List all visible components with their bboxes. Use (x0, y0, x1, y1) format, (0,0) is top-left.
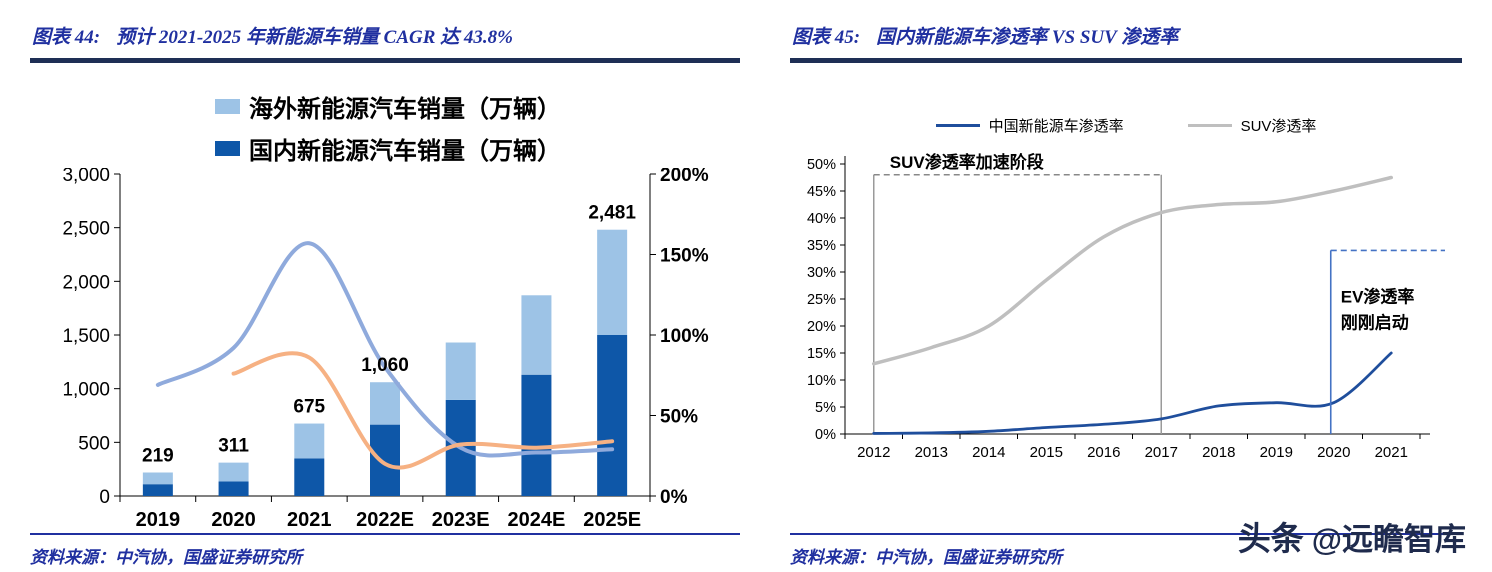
svg-text:2014: 2014 (972, 444, 1005, 461)
svg-text:2018: 2018 (1202, 444, 1235, 461)
title-underline-bar (790, 58, 1462, 63)
figure-44-number: 图表 44: (32, 27, 101, 48)
legend-item-nev-penetration: 中国新能源车渗透率 (935, 115, 1124, 136)
svg-text:2,000: 2,000 (62, 272, 110, 293)
sales-chart-legend: 海外新能源汽车销量（万辆） 国内新能源汽车销量（万辆） (215, 89, 740, 166)
legend-item-suv-penetration: SUV渗透率 (1187, 115, 1317, 136)
nev-line-swatch (935, 124, 980, 127)
penetration-chart: 0% 5% 10% 15% 20% 25% 30% 35% 40% 45% 50% 2012 2013 2… (807, 152, 1445, 461)
svg-text:35%: 35% (807, 238, 836, 254)
svg-text:2016: 2016 (1087, 444, 1120, 461)
watermark: 头条 @远瞻智库 (1238, 512, 1466, 560)
figure-45-panel: 图表 45: 国内新能源车渗透率 VS SUV 渗透率 中国新能源车渗透率 SUV… (790, 16, 1462, 568)
svg-text:45%: 45% (807, 184, 836, 200)
nev-sales-chart: 0 500 1,000 1,500 2,000 2,500 3,000 0% 50% 100% 15… (62, 168, 708, 531)
legend-label-suv: SUV渗透率 (1240, 118, 1317, 135)
svg-text:2017: 2017 (1145, 444, 1178, 461)
svg-text:2,500: 2,500 (62, 219, 110, 240)
figure-45-source: 资料来源：中汽协，国盛证券研究所 (790, 533, 1462, 568)
svg-text:219: 219 (142, 445, 174, 466)
svg-text:2022E: 2022E (356, 509, 414, 531)
svg-text:311: 311 (218, 436, 249, 457)
svg-text:5%: 5% (815, 400, 836, 416)
svg-text:3,000: 3,000 (62, 168, 110, 186)
svg-text:1,060: 1,060 (361, 355, 409, 376)
svg-text:40%: 40% (807, 211, 836, 227)
svg-text:1,000: 1,000 (62, 380, 110, 401)
figure-45-number: 图表 45: (792, 27, 861, 48)
figure-44-source: 资料来源：中汽协，国盛证券研究所 (30, 533, 740, 568)
series-layer (872, 175, 1393, 435)
svg-text:50%: 50% (807, 157, 836, 173)
figure-45-title-text: 国内新能源车渗透率 VS SUV 渗透率 (876, 27, 1179, 48)
annotation-layer: SUV渗透率加速阶段 (873, 152, 1162, 434)
legend-label-overseas: 海外新能源汽车销量（万辆） (249, 96, 561, 123)
svg-text:2013: 2013 (915, 444, 948, 461)
svg-text:EV渗透率: EV渗透率 (1341, 286, 1415, 306)
toutiao-logo: 头条 (1237, 520, 1304, 557)
figure-45-title: 图表 45: 国内新能源车渗透率 VS SUV 渗透率 (792, 22, 1462, 49)
legend-item-domestic: 国内新能源汽车销量（万辆） (215, 131, 740, 166)
lines-layer (155, 241, 615, 470)
axes-layer: 0% 5% 10% 15% 20% 25% 30% 35% 40% 45% 50% 2012 2013 2… (807, 156, 1430, 461)
watermark-handle: @远瞻智库 (1311, 522, 1466, 557)
bars-layer (142, 229, 628, 496)
svg-text:2020: 2020 (211, 509, 256, 531)
svg-text:675: 675 (293, 397, 325, 418)
svg-text:刚刚启动: 刚刚启动 (1341, 312, 1409, 332)
data-labels-layer: 219 311 675 1,060 2,481 (142, 203, 636, 467)
title-underline-bar (30, 58, 740, 63)
svg-text:2,481: 2,481 (588, 203, 636, 224)
svg-text:2021: 2021 (1375, 444, 1408, 461)
svg-text:20%: 20% (807, 319, 836, 335)
domestic-series-swatch (215, 141, 240, 156)
svg-text:25%: 25% (807, 292, 836, 308)
axes-layer: 0 500 1,000 1,500 2,000 2,500 3,000 0% 50% 100% 15… (62, 168, 708, 531)
svg-text:SUV渗透率加速阶段: SUV渗透率加速阶段 (890, 152, 1044, 172)
svg-text:0%: 0% (660, 487, 688, 508)
svg-text:50%: 50% (660, 407, 698, 428)
svg-text:2020: 2020 (1317, 444, 1350, 461)
svg-text:2015: 2015 (1030, 444, 1063, 461)
overseas-series-swatch (215, 99, 240, 114)
svg-text:10%: 10% (807, 373, 836, 389)
legend-item-overseas: 海外新能源汽车销量（万辆） (215, 89, 740, 124)
svg-text:0%: 0% (815, 427, 836, 443)
svg-text:500: 500 (78, 433, 110, 454)
svg-text:2019: 2019 (1260, 444, 1293, 461)
svg-text:30%: 30% (807, 265, 836, 281)
svg-text:2021: 2021 (287, 509, 332, 531)
svg-text:150%: 150% (660, 246, 709, 267)
svg-text:2019: 2019 (136, 509, 181, 531)
penetration-chart-legend: 中国新能源车渗透率 SUV渗透率 (790, 115, 1462, 136)
suv-line-swatch (1187, 124, 1232, 127)
svg-text:2024E: 2024E (508, 509, 566, 531)
svg-text:15%: 15% (807, 346, 836, 362)
figure-44-title: 图表 44: 预计 2021-2025 年新能源车销量 CAGR 达 43.8% (32, 22, 740, 49)
figure-44-title-text: 预计 2021-2025 年新能源车销量 CAGR 达 43.8% (116, 27, 513, 48)
svg-text:2012: 2012 (857, 444, 890, 461)
legend-label-nev: 中国新能源车渗透率 (988, 118, 1124, 135)
svg-text:100%: 100% (660, 326, 709, 347)
svg-text:200%: 200% (660, 168, 709, 186)
svg-text:1,500: 1,500 (62, 326, 110, 347)
svg-text:0: 0 (99, 487, 110, 508)
figure-44-panel: 图表 44: 预计 2021-2025 年新能源车销量 CAGR 达 43.8% … (30, 16, 740, 568)
legend-label-domestic: 国内新能源汽车销量（万辆） (249, 138, 561, 165)
svg-text:2025E: 2025E (583, 509, 641, 531)
svg-text:2023E: 2023E (432, 509, 490, 531)
